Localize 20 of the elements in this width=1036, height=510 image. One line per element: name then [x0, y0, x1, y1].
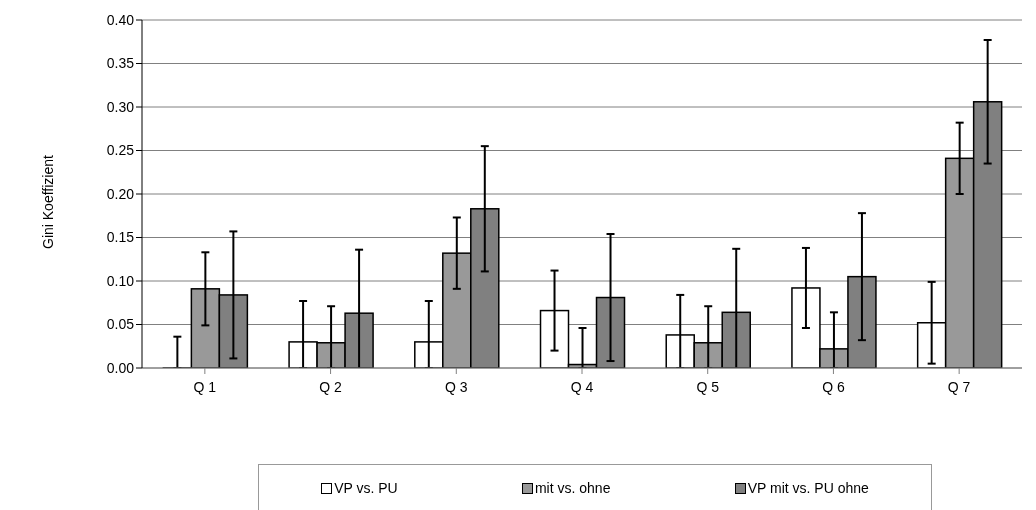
- legend-label: VP mit vs. PU ohne: [746, 480, 869, 496]
- y-tick-label: 0.25: [106, 142, 135, 159]
- y-axis-title: Gini Koeffizient: [39, 154, 56, 249]
- legend-label: VP vs. PU: [333, 480, 398, 496]
- x-tick-label: Q 1: [193, 378, 217, 395]
- y-tick-label: 0.00: [106, 359, 135, 376]
- y-tick-label: 0.30: [106, 98, 135, 115]
- legend-label: mit vs. ohne: [533, 480, 611, 496]
- x-tick-label: Q 3: [445, 378, 468, 395]
- x-tick-label: Q 7: [947, 378, 971, 395]
- x-tick-label: Q 5: [696, 378, 720, 395]
- x-tick-label: Q 2: [319, 378, 343, 395]
- y-tick-label: 0.20: [106, 185, 135, 202]
- y-tick-label: 0.40: [106, 11, 135, 28]
- y-tick-label: 0.15: [106, 229, 135, 246]
- x-tick-label: Q 4: [570, 378, 594, 395]
- y-tick-label: 0.35: [106, 55, 135, 72]
- x-tick-label: Q 6: [822, 378, 845, 395]
- y-tick-label: 0.10: [106, 272, 135, 289]
- y-tick-label: 0.05: [106, 316, 135, 333]
